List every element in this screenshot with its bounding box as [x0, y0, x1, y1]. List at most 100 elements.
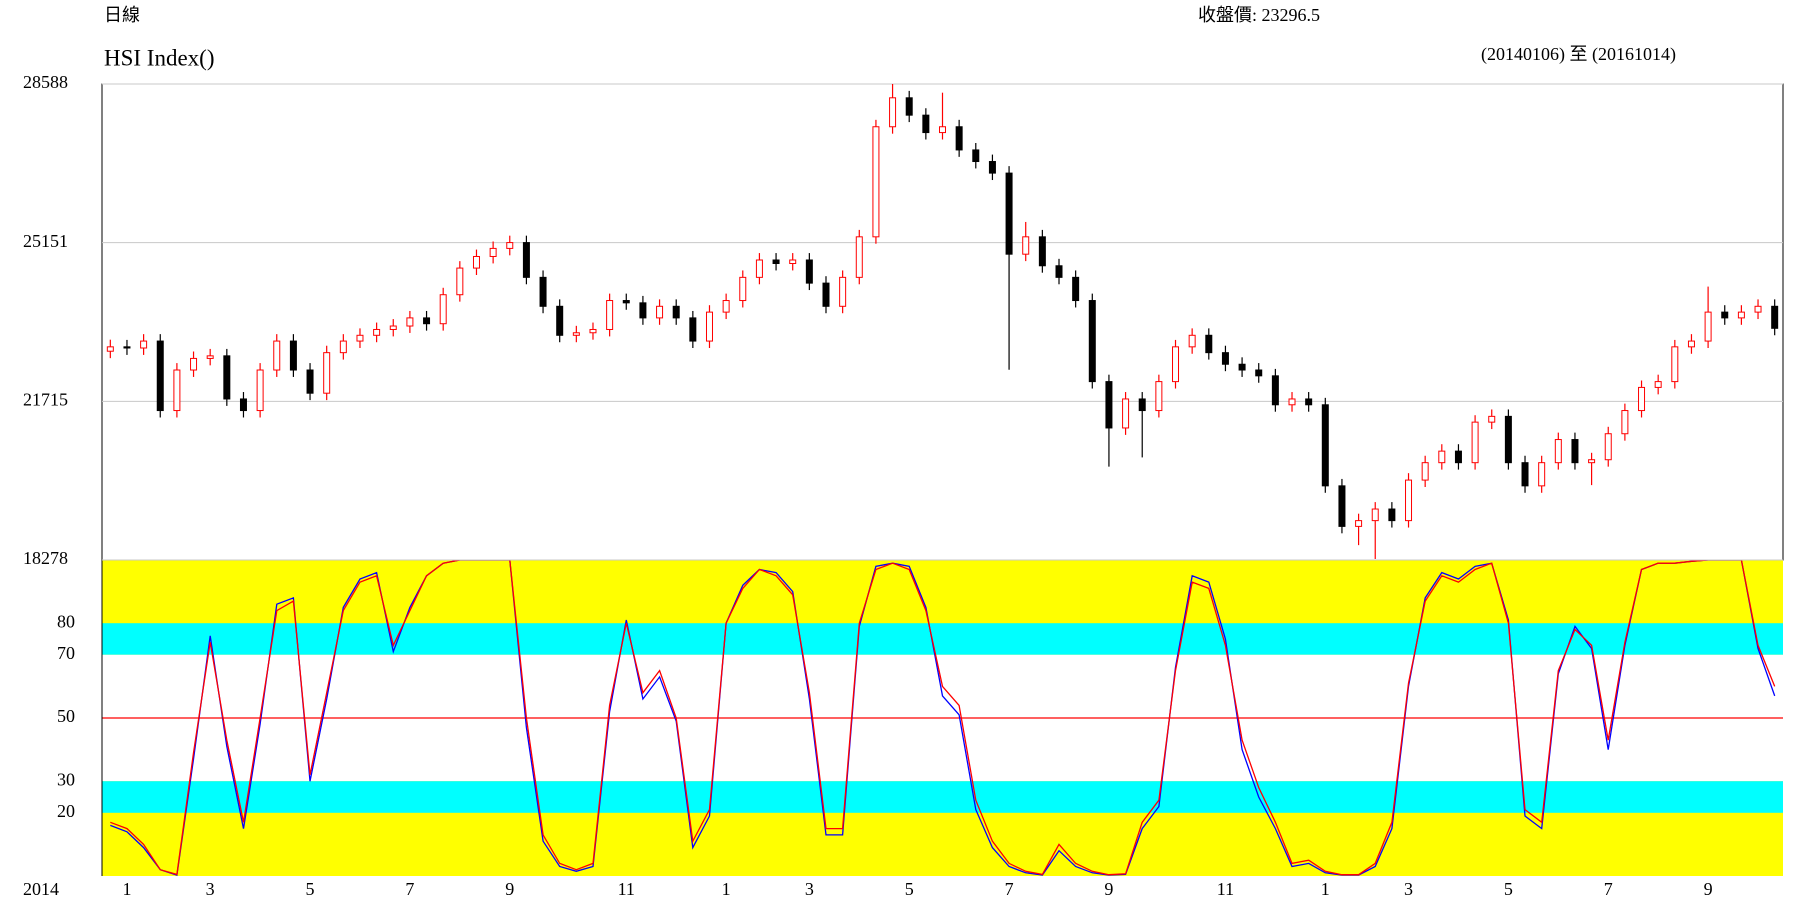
- x-tick-label: 9: [505, 879, 514, 898]
- x-tick-label: 3: [206, 879, 215, 898]
- x-tick-label: 11: [1217, 879, 1234, 898]
- candle-body: [1671, 346, 1679, 383]
- y-tick-label: 25151: [23, 231, 68, 251]
- candle-body: [373, 328, 381, 336]
- x-tick-label: 3: [1404, 879, 1413, 898]
- candle-body: [1754, 305, 1762, 313]
- price-panel: 18278 21715 25151 28588: [23, 72, 1784, 568]
- candle-body: [1638, 386, 1646, 412]
- candle-body: [606, 300, 614, 330]
- candle-body: [190, 357, 198, 371]
- candle-body: [156, 340, 164, 412]
- candle-body: [988, 161, 996, 174]
- x-tick-label: 9: [1104, 879, 1113, 898]
- y-tick-label: 80: [57, 611, 75, 631]
- y-tick-label: 18278: [23, 548, 68, 568]
- candle-body: [1521, 462, 1529, 487]
- candle-body: [1438, 450, 1446, 464]
- candle-body: [1288, 398, 1296, 406]
- x-tick-label: 5: [306, 879, 315, 898]
- candle-body: [905, 97, 913, 116]
- candle-body: [1105, 381, 1113, 429]
- candle-body: [855, 236, 863, 278]
- candle-body: [1604, 433, 1612, 461]
- x-tick-label: 7: [1005, 879, 1014, 898]
- y-tick-label: 70: [57, 643, 75, 663]
- candle-body: [1771, 305, 1779, 329]
- indicator-line: [110, 559, 1776, 876]
- candle-body: [456, 267, 464, 296]
- candle-body: [339, 340, 347, 354]
- candle-body: [589, 328, 597, 334]
- close-label: 收盤價: 23296.5: [1198, 5, 1320, 25]
- candle-body: [1172, 346, 1180, 383]
- candle-body: [1554, 439, 1562, 464]
- x-tick-label: 9: [1704, 879, 1713, 898]
- candle-body: [805, 259, 813, 284]
- band: [102, 623, 1783, 655]
- candle-body: [1538, 462, 1546, 487]
- candle-body: [106, 346, 114, 352]
- x-tick-label: 1: [1321, 879, 1330, 898]
- candle-body: [256, 369, 264, 412]
- candle-body: [622, 300, 630, 304]
- candle-body: [705, 311, 713, 342]
- candle-body: [939, 126, 946, 134]
- candle-body: [1405, 479, 1413, 522]
- candle-body: [1737, 311, 1745, 319]
- y-tick-label: 28588: [23, 72, 68, 92]
- candle-body: [1421, 462, 1429, 481]
- candle-body: [1305, 398, 1313, 406]
- candle-body: [123, 346, 131, 349]
- candle-body: [1471, 421, 1479, 464]
- candle-body: [1588, 459, 1596, 464]
- period-label: 日線: [104, 5, 140, 25]
- y-tick-label: 20: [57, 801, 75, 821]
- candle-body: [1221, 352, 1229, 365]
- candle-body: [1654, 381, 1662, 388]
- candle-body: [1255, 369, 1263, 377]
- candle-body: [289, 340, 297, 371]
- candle-body: [755, 259, 763, 278]
- candle-body: [1271, 375, 1279, 406]
- candle-body: [439, 294, 447, 325]
- candle-body: [406, 317, 414, 327]
- plot-frame: [101, 83, 1784, 561]
- x-tick-label: 7: [405, 879, 414, 898]
- candle-body: [1571, 439, 1579, 464]
- candle-body: [1005, 172, 1013, 255]
- candle-body: [1621, 410, 1629, 435]
- candle-body: [1488, 415, 1496, 423]
- candle-body: [140, 340, 148, 349]
- candle-body: [389, 325, 397, 330]
- x-tick-label: 5: [905, 879, 914, 898]
- candle-body: [1704, 311, 1712, 342]
- candle-body: [1205, 334, 1213, 354]
- candle-body: [323, 352, 331, 394]
- candle-body: [356, 334, 364, 342]
- x-tick-label: 1: [722, 879, 731, 898]
- candle-body: [1088, 300, 1096, 383]
- candle-body: [506, 242, 514, 249]
- candle-body: [239, 398, 247, 412]
- candle-body: [1122, 398, 1130, 429]
- candle-body: [739, 276, 747, 302]
- candle-body: [672, 305, 680, 319]
- y-tick-label: 50: [57, 706, 75, 726]
- x-tick-label: 5: [1504, 879, 1513, 898]
- candle-body: [972, 149, 980, 163]
- year-label: 2014: [23, 879, 59, 898]
- candle-body: [1504, 415, 1512, 464]
- candle-body: [223, 355, 231, 400]
- candle-body: [1321, 404, 1329, 487]
- candle-body: [1388, 508, 1396, 522]
- candle-body: [206, 355, 214, 359]
- candle-body: [1238, 363, 1246, 371]
- candle-body: [556, 305, 564, 336]
- chart-title: HSI Index(): [104, 45, 215, 70]
- candle-body: [273, 340, 281, 371]
- candle-body: [1072, 276, 1080, 302]
- x-tick-label: 1: [122, 879, 131, 898]
- y-tick-label: 30: [57, 769, 75, 789]
